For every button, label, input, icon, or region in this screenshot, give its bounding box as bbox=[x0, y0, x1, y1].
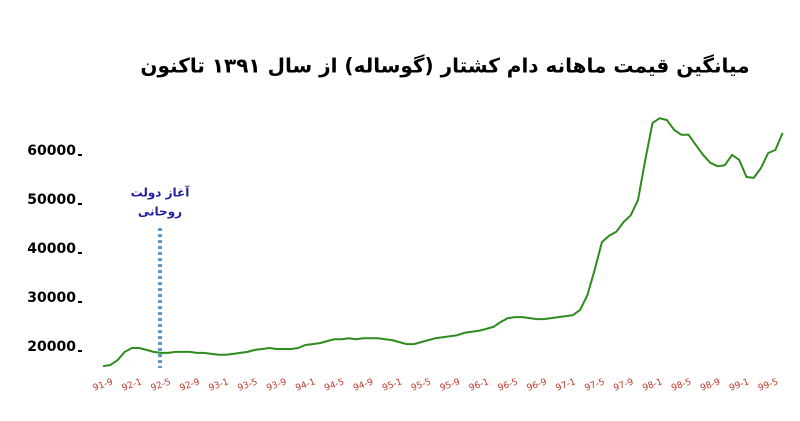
y-tick-label: 20000 bbox=[27, 339, 76, 355]
y-tick-label: 50000 bbox=[27, 192, 76, 208]
annotation: آغاز دولت bbox=[131, 185, 191, 201]
y-tick-label: 30000 bbox=[27, 290, 76, 306]
line-series bbox=[102, 117, 784, 368]
y-tick-label: 40000 bbox=[27, 241, 76, 257]
y-tick-label: 60000 bbox=[27, 143, 76, 159]
chart-title: میانگین قیمت ماهانه دام کشتار (گوساله) ا… bbox=[140, 54, 749, 78]
annotation: روحانی bbox=[138, 205, 182, 220]
